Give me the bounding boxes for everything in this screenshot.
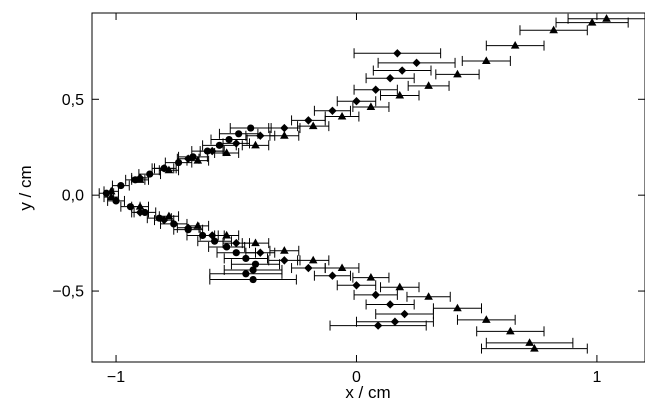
circle-point [225, 135, 233, 144]
triangle-point [164, 165, 174, 174]
triangle-point [193, 156, 203, 164]
triangle-point [602, 14, 611, 22]
triangle-point [395, 282, 405, 291]
diamond-point [159, 164, 169, 173]
y-tick-label: −0,5 [52, 284, 84, 301]
diamond-point [328, 106, 337, 115]
x-tick-label: 0 [352, 369, 361, 386]
circle-point [203, 147, 212, 155]
triangle-point [424, 81, 433, 89]
triangle-point [506, 326, 515, 335]
diamond-point [385, 300, 395, 309]
diamond-point [256, 248, 265, 257]
diamond-point [304, 263, 313, 273]
diamond-point [256, 131, 265, 140]
circle-point [146, 170, 154, 178]
circle-point [247, 124, 255, 132]
triangle-point [106, 186, 116, 195]
triangle-point [482, 56, 491, 64]
triangle-point [549, 25, 558, 34]
triangle-point [308, 255, 318, 264]
diamond-point [371, 85, 380, 94]
triangle-point [280, 246, 289, 254]
circle-point [251, 260, 260, 268]
diamond-point [371, 290, 380, 300]
diamond-point [208, 231, 217, 240]
diamond-point [352, 97, 361, 106]
tick-labels: −1 0 1 −0,5 0,0 0,5 [52, 92, 601, 386]
diamond-point [393, 49, 402, 58]
circle-point [235, 130, 243, 138]
triangle-point [482, 315, 491, 323]
data-markers [102, 14, 611, 352]
triangle-point [308, 121, 318, 130]
y-axis-label: y / cm [16, 165, 35, 210]
diamond-point [390, 317, 400, 326]
triangle-point [135, 175, 145, 183]
triangle-point [366, 102, 376, 110]
diamond-point [373, 321, 383, 330]
x-tick-label: −1 [107, 369, 125, 386]
triangle-point [453, 303, 462, 312]
plot-frame [91, 12, 645, 363]
circle-point [242, 254, 250, 263]
triangle-point [222, 230, 231, 239]
diamond-point [280, 256, 289, 265]
triangle-point [337, 263, 347, 272]
circle-point [102, 189, 111, 197]
diamond-point [159, 215, 169, 225]
diamond-point [183, 223, 193, 232]
diamond-point [183, 154, 193, 163]
triangle-point [251, 140, 260, 149]
triangle-point [193, 221, 203, 229]
triangle-point [453, 69, 462, 78]
diamond-point [400, 309, 409, 319]
circle-point [174, 158, 183, 167]
circle-point [232, 249, 240, 257]
triangle-point [337, 111, 347, 120]
circle-point [126, 203, 135, 211]
error-bars [98, 13, 645, 354]
diamond-point [328, 271, 337, 280]
axis-ticks [92, 13, 645, 362]
triangle-point [135, 202, 145, 210]
triangle-point [164, 211, 174, 220]
triangle-point [280, 131, 289, 139]
circle-point [249, 275, 257, 284]
circle-point [249, 266, 257, 274]
y-tick-label: 0,5 [62, 92, 84, 109]
diamond-point [352, 281, 361, 290]
diamond-point [412, 58, 421, 68]
circle-point [223, 243, 231, 251]
circle-point [199, 231, 207, 240]
triangle-point [222, 148, 231, 156]
circle-point [242, 270, 250, 278]
diamond-point [304, 116, 313, 125]
circle-point [117, 181, 125, 190]
triangle-point [587, 17, 597, 26]
circle-point [211, 237, 219, 245]
diamond-point [232, 238, 241, 248]
diamond-point [280, 123, 289, 133]
x-tick-label: 1 [592, 369, 601, 386]
triangle-point [525, 338, 534, 346]
triangle-point [530, 343, 539, 352]
triangle-point [251, 238, 260, 247]
y-tick-label: 0,0 [62, 188, 84, 205]
triangle-point [106, 192, 116, 201]
x-axis-label: x / cm [345, 383, 390, 402]
triangle-point [510, 40, 520, 49]
diamond-point [208, 146, 217, 156]
circle-point [141, 208, 149, 217]
triangle-point [424, 292, 433, 300]
diamond-point [397, 66, 407, 75]
diamond-point [232, 139, 241, 148]
triangle-point [366, 273, 376, 281]
circle-point [170, 220, 178, 228]
circle-point [215, 141, 224, 149]
diamond-point [385, 73, 395, 83]
diamond-point [135, 208, 145, 217]
triangle-point [395, 90, 405, 99]
